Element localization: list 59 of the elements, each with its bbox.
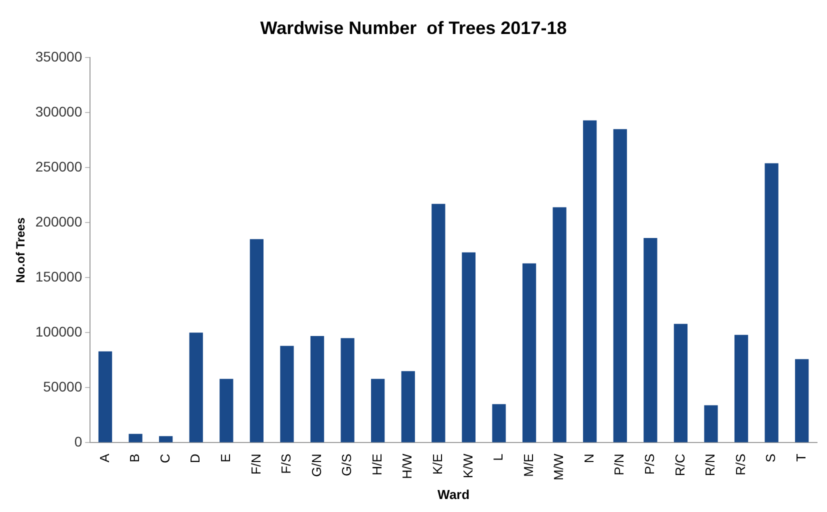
y-tick-label: 200000	[35, 214, 82, 230]
x-tick-label: B	[127, 454, 142, 462]
x-tick-label: H/W	[400, 452, 415, 479]
x-tick-label: F/S	[278, 453, 294, 474]
x-tick-label: H/E	[369, 453, 384, 476]
bar	[280, 346, 294, 442]
x-tick-label: P/N	[612, 454, 627, 476]
x-axis-title: Ward	[438, 486, 470, 502]
bar	[764, 163, 778, 442]
bar	[371, 378, 385, 442]
y-tick-label: 100000	[35, 324, 82, 340]
y-tick-label: 350000	[35, 48, 82, 64]
x-tick-label: N	[581, 454, 596, 464]
x-tick-label: F/N	[248, 454, 264, 475]
bar	[159, 436, 173, 442]
x-tick-label: M/W	[551, 452, 566, 480]
x-tick-label: S	[763, 453, 778, 462]
bar	[401, 371, 415, 442]
y-tick-label: 250000	[35, 158, 82, 174]
y-tick-label: 150000	[35, 268, 82, 285]
bar	[432, 204, 446, 442]
x-tick-label: C	[157, 454, 172, 464]
x-tick-label: D	[188, 454, 203, 464]
y-axis-title: No.of Trees	[14, 217, 28, 283]
bar	[492, 404, 506, 442]
x-tick-label: K/E	[430, 453, 445, 475]
bar	[613, 129, 627, 442]
bar	[583, 120, 597, 442]
bar	[552, 207, 566, 442]
x-tick-label: L	[490, 454, 506, 461]
y-tick-label: 50000	[43, 378, 82, 395]
bar	[734, 334, 748, 442]
bar	[340, 338, 354, 442]
x-tick-label: R/S	[732, 453, 748, 476]
bar	[795, 359, 809, 442]
x-tick-label: A	[96, 453, 112, 462]
x-tick-label: R/C	[672, 454, 688, 476]
bar	[128, 434, 142, 442]
chart-title: Wardwise Number of Trees 2017-18	[260, 18, 567, 38]
y-tick-label: 300000	[35, 103, 82, 120]
bar	[704, 405, 718, 442]
bar	[189, 332, 203, 442]
x-tick-label: R/N	[702, 454, 718, 476]
x-tick-label: E	[218, 453, 233, 462]
bar	[310, 336, 324, 442]
bar	[250, 239, 264, 442]
bar	[522, 263, 536, 442]
x-tick-label: G/S	[339, 453, 354, 476]
bar	[98, 351, 112, 442]
x-tick-label: G/N	[308, 454, 324, 477]
y-tick-label: 0	[74, 434, 82, 450]
bar	[220, 378, 234, 442]
bar	[644, 238, 658, 442]
bar	[462, 252, 476, 442]
bar	[674, 324, 688, 442]
x-tick-label: P/S	[642, 453, 657, 475]
x-tick-label: K/W	[460, 452, 476, 478]
x-tick-label: T	[793, 454, 808, 462]
x-tick-label: M/E	[520, 453, 536, 477]
